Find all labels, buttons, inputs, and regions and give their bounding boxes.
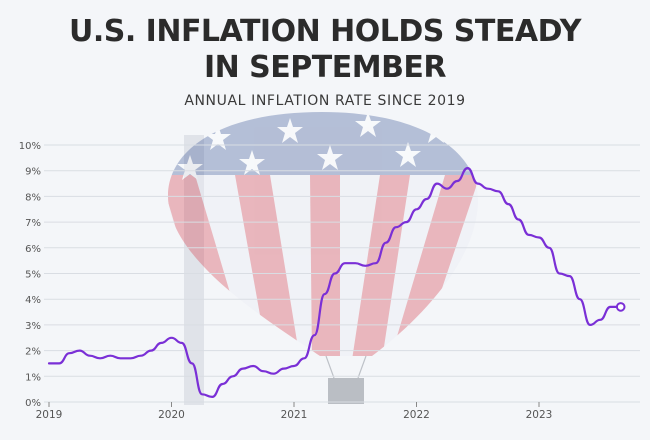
y-tick-label: 4% <box>25 295 41 306</box>
x-tick-label: 2023 <box>526 409 553 421</box>
y-tick-label: 7% <box>25 218 41 229</box>
y-tick-label: 1% <box>25 372 41 383</box>
x-tick-label: 2021 <box>281 409 308 421</box>
title-line-1: U.S. INFLATION HOLDS STEADY <box>68 14 582 49</box>
y-tick-label: 9% <box>25 167 41 178</box>
y-tick-label: 10% <box>19 141 41 152</box>
series-line-inflation <box>47 167 622 398</box>
x-tick-label: 2022 <box>403 409 430 421</box>
chart-subtitle: ANNUAL INFLATION RATE SINCE 2019 <box>184 93 466 109</box>
x-tick-label: 2019 <box>36 409 63 421</box>
x-tick-label: 2020 <box>158 409 185 421</box>
title-line-2: IN SEPTEMBER <box>203 50 447 85</box>
chart-title: U.S. INFLATION HOLDS STEADY IN SEPTEMBER <box>0 14 650 86</box>
end-point-marker <box>615 302 626 312</box>
y-tick-label: 8% <box>25 192 41 203</box>
y-tick-label: 2% <box>25 347 41 358</box>
y-tick-label: 0% <box>25 398 41 409</box>
y-tick-label: 5% <box>25 270 41 281</box>
y-tick-label: 6% <box>25 244 41 255</box>
y-tick-label: 3% <box>25 321 41 332</box>
